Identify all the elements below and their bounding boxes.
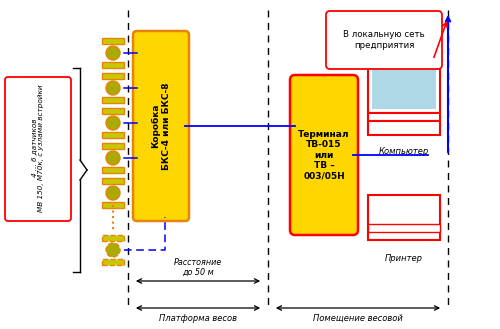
FancyBboxPatch shape	[102, 132, 124, 138]
FancyBboxPatch shape	[102, 259, 124, 265]
FancyBboxPatch shape	[368, 121, 440, 135]
Circle shape	[106, 81, 120, 95]
FancyBboxPatch shape	[102, 167, 124, 173]
Circle shape	[106, 116, 120, 130]
FancyBboxPatch shape	[102, 235, 124, 241]
Text: Платформа весов: Платформа весов	[159, 314, 237, 323]
Text: Помещение весовой: Помещение весовой	[313, 314, 403, 323]
FancyBboxPatch shape	[368, 195, 440, 240]
FancyBboxPatch shape	[368, 55, 440, 113]
FancyBboxPatch shape	[368, 113, 440, 121]
FancyBboxPatch shape	[102, 178, 124, 184]
FancyBboxPatch shape	[5, 77, 71, 221]
Text: Расстояние
до 50 м: Расстояние до 50 м	[174, 258, 222, 277]
FancyBboxPatch shape	[133, 31, 189, 221]
FancyBboxPatch shape	[102, 97, 124, 103]
FancyBboxPatch shape	[102, 73, 124, 79]
FancyBboxPatch shape	[102, 143, 124, 149]
FancyBboxPatch shape	[102, 38, 124, 44]
FancyBboxPatch shape	[102, 202, 124, 208]
FancyBboxPatch shape	[326, 11, 442, 69]
Text: Компьютер: Компьютер	[379, 147, 429, 156]
Circle shape	[106, 186, 120, 200]
Text: Терминал
ТВ-015
или
ТВ –
003/05Н: Терминал ТВ-015 или ТВ – 003/05Н	[298, 130, 350, 180]
Text: Коробка
БКС-4 или БКС-8: Коробка БКС-4 или БКС-8	[152, 82, 171, 170]
FancyBboxPatch shape	[368, 224, 440, 232]
Text: В локальную сеть
предприятия: В локальную сеть предприятия	[343, 30, 425, 50]
Circle shape	[106, 46, 120, 60]
FancyBboxPatch shape	[372, 59, 436, 109]
FancyBboxPatch shape	[102, 62, 124, 68]
FancyBboxPatch shape	[290, 75, 358, 235]
Text: 4 ... 6 датчиков
МВ 150, М70к, с узлами встройки: 4 ... 6 датчиков МВ 150, М70к, с узлами …	[32, 84, 44, 212]
Circle shape	[106, 243, 120, 257]
FancyBboxPatch shape	[102, 108, 124, 114]
Circle shape	[106, 151, 120, 165]
Text: Принтер: Принтер	[385, 254, 423, 263]
